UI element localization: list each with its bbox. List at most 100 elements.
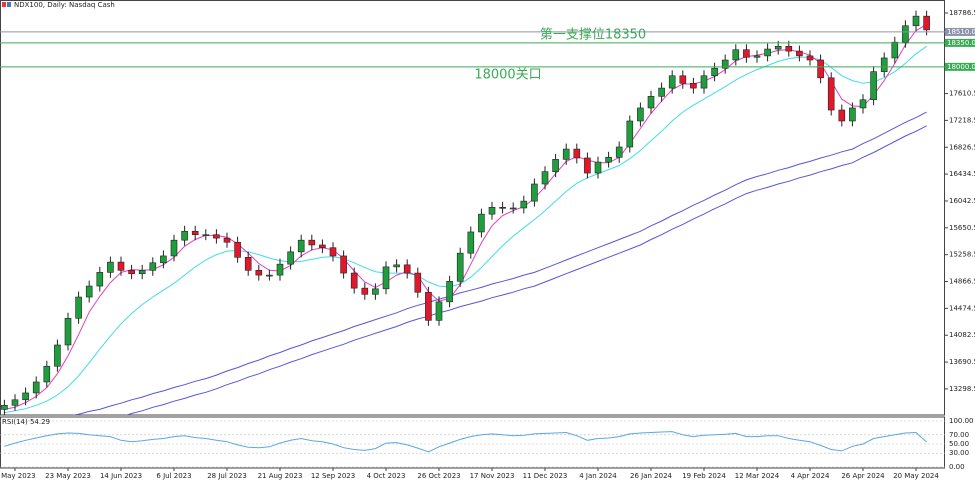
- level-box: [945, 38, 975, 47]
- y-tick-label: 14474.50: [949, 304, 975, 312]
- candle-body: [584, 157, 591, 174]
- candle-body: [414, 272, 422, 293]
- level-label: 18350.00: [947, 39, 975, 47]
- candle-body: [562, 148, 570, 160]
- y-tick-label: 17218.50: [949, 116, 975, 124]
- y-tick-label: 18786.50: [949, 9, 975, 17]
- candle-body: [806, 55, 814, 61]
- candle-body: [923, 15, 930, 31]
- x-tick-label: 19 Feb 2024: [682, 472, 726, 480]
- candle-body: [329, 247, 337, 257]
- candle-body: [880, 57, 888, 72]
- candle-body: [637, 107, 644, 122]
- rsi-tick-label: 0.00: [949, 463, 965, 471]
- candle-body: [266, 274, 273, 277]
- candle-body: [700, 75, 708, 89]
- candle-body: [859, 99, 867, 109]
- candle-body: [213, 234, 220, 239]
- candle-body: [552, 159, 559, 172]
- x-tick-label: 12 Mar 2024: [735, 472, 780, 480]
- candle-body: [255, 270, 263, 276]
- y-tick-label: 13298.50: [949, 385, 975, 393]
- moving-average: [4, 45, 927, 414]
- candle-body: [1, 404, 8, 410]
- candle-body: [838, 109, 846, 122]
- candle-body: [32, 381, 40, 394]
- rsi-tick-label: 50.00: [949, 440, 969, 448]
- x-tick-label: 1 May 2023: [0, 472, 36, 480]
- candle-body: [531, 183, 538, 202]
- candle-body: [743, 49, 750, 58]
- icon: [2, 2, 6, 7]
- candle-body: [234, 241, 241, 258]
- candle-body: [690, 83, 697, 89]
- candle-body: [520, 200, 528, 209]
- candle-body: [54, 344, 61, 367]
- candle-body: [849, 107, 856, 122]
- candle-body: [573, 148, 581, 159]
- candle-body: [75, 296, 82, 319]
- annotation: 第一支撑位18350: [540, 28, 646, 43]
- candle-body: [403, 264, 411, 274]
- y-tick-label: 17610.50: [949, 90, 975, 98]
- y-tick-label: 13690.50: [949, 358, 975, 366]
- candle-body: [764, 48, 771, 57]
- candle-body: [679, 75, 687, 84]
- candle-body: [340, 255, 347, 274]
- candle-body: [308, 239, 316, 246]
- candle-body: [223, 237, 231, 243]
- candle-body: [456, 252, 464, 282]
- candle-body: [467, 231, 475, 254]
- y-tick-label: 16042.50: [949, 197, 975, 205]
- candle-body: [626, 120, 634, 148]
- x-tick-label: 11 Dec 2023: [523, 472, 568, 480]
- price-plot: [1, 10, 930, 415]
- candle-body: [43, 365, 51, 383]
- candle-body: [319, 244, 326, 249]
- x-tick-label: 14 Jun 2023: [100, 472, 142, 480]
- rsi-tick-label: 100.00: [949, 417, 974, 425]
- candle-body: [732, 49, 740, 61]
- chart-title: NDX100, Daily: Nasdaq Cash: [14, 1, 115, 9]
- x-tick-label: 23 May 2023: [45, 472, 91, 480]
- rsi-tick-label: 30.00: [949, 449, 969, 457]
- candle-body: [891, 41, 899, 59]
- y-tick-label: 16434.50: [949, 170, 975, 178]
- candle-body: [605, 156, 612, 163]
- candle-body: [382, 266, 390, 290]
- candle-body: [796, 50, 803, 57]
- candle-body: [615, 146, 623, 158]
- candle-body: [64, 317, 72, 346]
- candle-body: [85, 285, 93, 298]
- x-tick-label: 4 Oct 2023: [367, 472, 406, 480]
- candle-body: [170, 239, 178, 257]
- candle-body: [541, 171, 549, 185]
- rsi-label: RSI(14) 54.29: [2, 418, 50, 426]
- candle-body: [668, 75, 676, 89]
- x-tick-label: 26 Oct 2023: [417, 472, 460, 480]
- moving-average: [125, 125, 927, 415]
- x-tick-label: 17 Nov 2023: [470, 472, 515, 480]
- candle-body: [785, 46, 793, 52]
- rsi-line: [4, 431, 927, 453]
- candle-body: [711, 67, 718, 77]
- x-tick-label: 21 Aug 2023: [258, 472, 303, 480]
- x-tick-label: 20 May 2024: [893, 472, 939, 480]
- level-box: [945, 62, 975, 71]
- candle-body: [191, 230, 199, 235]
- candle-body: [817, 59, 824, 79]
- candle-body: [870, 71, 877, 101]
- candle-body: [117, 261, 125, 271]
- candle-body: [902, 25, 909, 43]
- level-label: 18000.00: [947, 63, 975, 71]
- candle-body: [425, 291, 432, 321]
- x-tick-label: 4 Apr 2024: [791, 472, 830, 480]
- level-box: [945, 27, 975, 36]
- candle-body: [594, 161, 602, 174]
- icon: [7, 2, 11, 7]
- x-tick-label: 6 Jul 2023: [156, 472, 191, 480]
- rsi-tick-label: 70.00: [949, 431, 969, 439]
- y-tick-label: 15258.50: [949, 251, 975, 259]
- x-tick-label: 28 Jul 2023: [207, 472, 247, 480]
